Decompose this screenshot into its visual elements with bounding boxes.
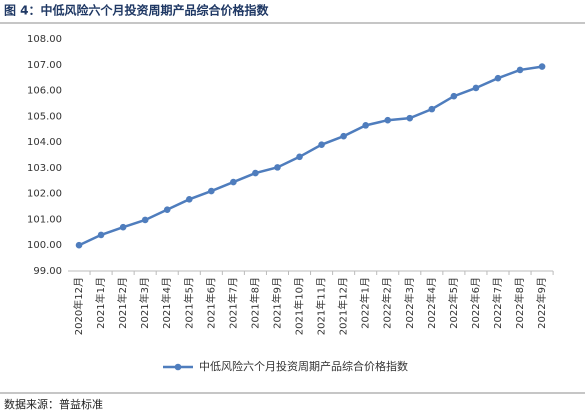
point [494,74,502,82]
point [274,164,281,171]
x-tick-label: 2021年7月 [226,277,239,329]
point [252,169,259,177]
y-tick-label: 102.00 [27,189,62,200]
y-tick-label: 105.00 [27,111,62,122]
point [406,114,414,122]
chart-title: 图 4：中低风险六个月投资周期产品综合价格指数 [4,3,270,18]
x-tick-label: 2021年9月 [270,277,283,329]
point [428,105,436,113]
series-line [78,65,543,247]
point [141,216,149,224]
x-tick-label: 2022年4月 [425,277,438,329]
y-tick-label: 107.00 [27,60,62,71]
x-tick-label: 2021年12月 [337,277,350,335]
y-tick-label: 104.00 [27,137,62,148]
x-tick-label: 2021年2月 [116,277,129,329]
point [208,187,215,195]
y-tick-label: 100.00 [27,240,62,251]
point [296,153,303,161]
y-tick-label: 108.00 [27,34,62,45]
x-tick-label: 2022年8月 [513,277,526,329]
x-tick-label: 2021年8月 [248,277,261,329]
point [516,66,524,74]
point [119,223,127,231]
x-tick-label: 2022年6月 [469,277,482,329]
point [97,231,105,239]
x-tick-label: 2022年9月 [535,277,548,329]
point [163,206,171,213]
y-tick-label: 99.00 [33,266,62,277]
x-tick-label: 2021年5月 [182,277,195,329]
legend-label: 中低风险六个月投资周期产品综合价格指数 [199,359,408,373]
point [318,141,325,148]
point [230,178,237,186]
x-tick-label: 2022年2月 [381,277,394,329]
point [185,196,193,203]
y-tick-label: 101.00 [27,214,62,225]
point [538,63,546,70]
x-tick-label: 2022年7月 [491,277,504,329]
point [384,116,392,124]
point [362,122,369,129]
legend-marker [174,363,182,371]
point [472,84,480,92]
source: 数据来源：普益标准 [4,397,103,411]
x-tick-label: 2021年1月 [94,277,107,329]
x-tick-label: 2021年11月 [315,277,328,335]
x-tick-label: 2022年1月 [359,277,372,329]
y-tick-label: 103.00 [27,163,62,174]
x-tick-label: 2021年10月 [293,277,306,335]
point [450,92,458,100]
point [75,241,83,249]
x-tick-label: 2020年12月 [72,277,85,335]
x-tick-label: 2021年6月 [204,277,217,329]
y-tick-label: 106.00 [27,86,62,97]
x-tick-label: 2022年5月 [447,277,460,329]
x-tick-label: 2021年3月 [138,277,151,329]
point [340,132,347,140]
x-tick-label: 2021年4月 [160,277,173,329]
x-tick-label: 2022年3月 [403,277,416,329]
